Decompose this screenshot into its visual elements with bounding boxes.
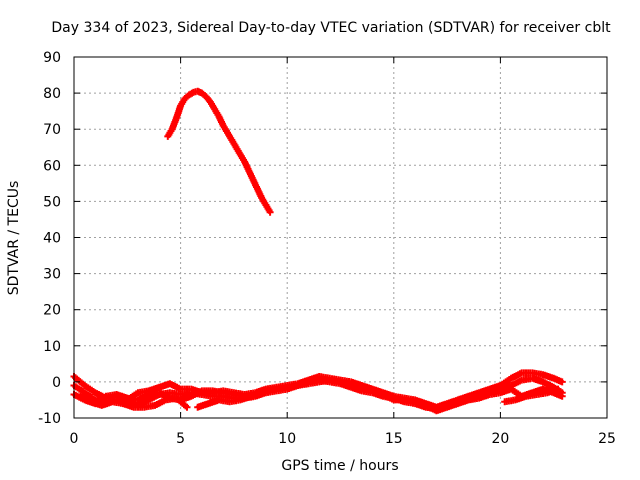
data-point-segment: [236, 151, 247, 164]
y-tick-labels: -10 0 10 20 30 40 50 60 70 80 90: [38, 50, 61, 427]
y-tick-label: 80: [43, 86, 61, 102]
x-tick-label: 20: [491, 431, 509, 447]
data-point-segment: [232, 143, 243, 157]
y-tick-label: 30: [43, 267, 61, 283]
series-arc-e: [194, 385, 276, 411]
y-tick-label: 90: [43, 50, 61, 66]
series-satellite-arc-high: [164, 87, 274, 216]
x-tick-label: 25: [598, 431, 616, 447]
series-arc-f: [501, 385, 562, 406]
data-point-segment: [550, 374, 566, 386]
x-tick-label: 10: [278, 431, 296, 447]
data-point-segment: [262, 201, 274, 216]
data-point-segment: [81, 382, 97, 395]
data-point-segment: [258, 194, 269, 207]
y-tick-label: 50: [43, 194, 61, 210]
y-tick-label: 10: [43, 339, 61, 355]
x-tick-labels: 0 5 10 15 20 25: [70, 431, 616, 447]
y-tick-label: -10: [38, 411, 61, 427]
y-axis-title: SDTVAR / TECUs: [6, 181, 22, 296]
data-point-segment: [185, 89, 196, 99]
y-tick-label: 0: [52, 375, 61, 391]
chart-title: Day 334 of 2023, Sidereal Day-to-day VTE…: [51, 20, 611, 36]
y-tick-label: 20: [43, 303, 61, 319]
x-tick-label: 15: [385, 431, 403, 447]
data-point-segment: [164, 127, 175, 140]
data-point-segment: [211, 105, 222, 119]
data-point-segment: [181, 92, 192, 102]
data-point-segment: [258, 385, 276, 397]
data-point-segment: [177, 96, 188, 110]
data-point-segment: [172, 394, 191, 411]
data-point-segment: [81, 389, 97, 403]
data-point-segment: [189, 88, 199, 96]
data-points: [70, 87, 566, 415]
data-point-segment: [543, 385, 562, 397]
data-point-segment: [194, 87, 204, 96]
y-tick-label: 40: [43, 231, 61, 247]
data-point-segment: [219, 122, 230, 135]
x-tick-label: 0: [70, 431, 79, 447]
data-point-segment: [224, 129, 235, 142]
series-arc-d: [76, 392, 191, 411]
axis-ticks: [73, 56, 608, 419]
y-tick-label: 60: [43, 158, 61, 174]
x-tick-label: 5: [176, 431, 185, 447]
y-tick-label: 70: [43, 122, 61, 138]
data-point-segment: [206, 98, 218, 111]
data-point-segment: [198, 89, 209, 99]
data-point-segment: [496, 376, 513, 389]
x-axis-title: GPS time / hours: [281, 458, 398, 474]
